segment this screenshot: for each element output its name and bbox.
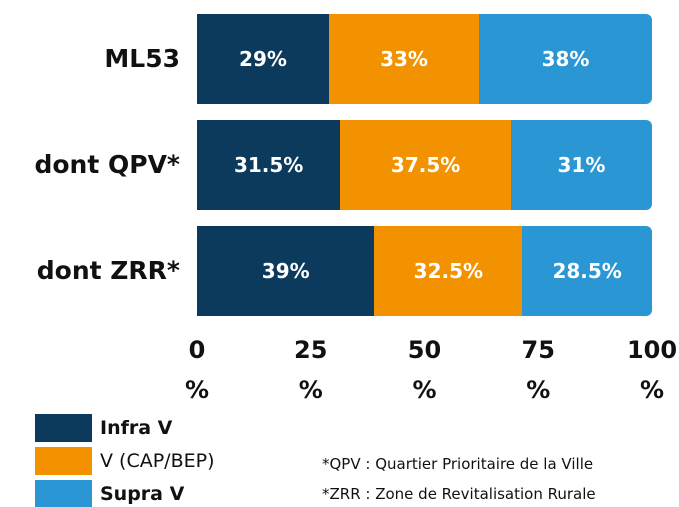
value-label: 37.5% [390,153,461,177]
category-label: dont QPV* [34,150,180,179]
value-label: 28.5% [552,259,622,283]
value-label: 38% [541,47,590,71]
value-label: 33% [380,47,428,71]
legend-label: V (CAP/BEP) [100,450,215,472]
legend-label: Infra V [100,417,173,439]
x-tick-label: 50 % [407,336,442,404]
value-label: 29% [239,47,287,71]
footnote: *ZRR : Zone de Revitalisation Rurale [322,485,596,503]
category-label: dont ZRR* [36,256,180,285]
x-tick-label: 0 % [184,336,210,404]
value-label: 31.5% [233,153,304,177]
bar-segment: 33% [328,14,480,104]
x-tick-label: 25 % [294,336,328,404]
legend-label: Supra V [100,483,185,505]
bar-segment: 32.5% [374,226,523,316]
legend-swatch [35,480,92,507]
footnote: *QPV : Quartier Prioritaire de la Ville [322,455,594,473]
bar-segment: 29% [197,14,329,104]
value-label: 32.5% [413,259,484,283]
value-label: 31% [557,153,606,177]
bar-segment: 37.5% [340,120,511,210]
x-tick-label: 75 % [521,336,555,404]
category-label: ML53 [104,44,180,73]
bar-segment: 28.5% [522,226,652,316]
legend-swatch [35,447,92,475]
legend-swatch [35,414,92,442]
bar-segment: 31% [510,120,652,210]
bar-segment: 31.5% [197,120,341,210]
x-tick-label: 100 % [626,336,678,404]
bar-segment: 39% [197,226,375,316]
value-label: 39% [261,259,310,283]
bar-segment: 38% [479,14,652,104]
